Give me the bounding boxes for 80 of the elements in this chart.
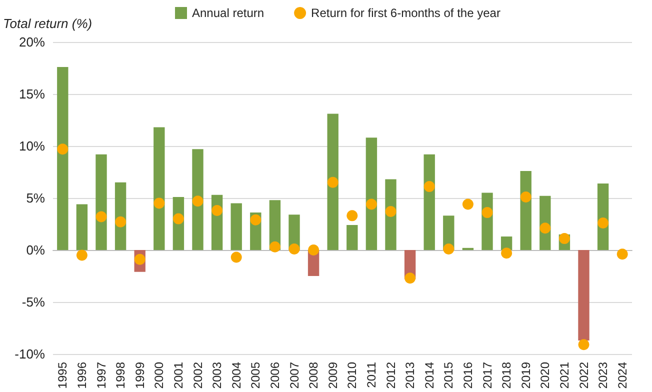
legend-label: Annual return (192, 6, 264, 20)
x-tick-label: 2010 (345, 362, 360, 389)
x-tick-label: 2020 (538, 362, 552, 389)
point (115, 216, 126, 228)
y-tick-label: 20% (18, 34, 46, 50)
point (192, 196, 204, 207)
point (269, 241, 280, 252)
y-tick-label: -5% (22, 294, 46, 310)
y-tick-label: 10% (18, 138, 46, 154)
point (327, 176, 338, 188)
point (288, 243, 300, 254)
point (172, 213, 184, 224)
point (443, 243, 454, 254)
bar (578, 250, 590, 340)
x-tick-label: 2017 (480, 362, 494, 389)
x-tick-label: 1995 (56, 362, 70, 389)
x-tick-label: 2006 (268, 362, 282, 389)
point (230, 252, 242, 263)
x-tick-label: 2016 (460, 362, 475, 389)
x-tick-label: 1997 (94, 362, 108, 389)
point (616, 248, 628, 260)
point (520, 191, 532, 202)
point (482, 207, 493, 218)
point (57, 144, 68, 155)
x-tick-label: 2018 (500, 362, 514, 389)
point (212, 204, 223, 216)
x-tick-label: 2008 (306, 362, 321, 389)
point (385, 206, 396, 218)
bar (346, 225, 358, 250)
x-tick-label: 2021 (557, 362, 572, 389)
x-tick-label: 2011 (364, 362, 378, 388)
point (366, 198, 377, 210)
point (134, 254, 146, 265)
bar (76, 204, 88, 250)
x-tick-label: 2009 (326, 362, 340, 389)
x-tick-label: 2013 (403, 362, 418, 389)
point (250, 214, 262, 226)
x-tick-label: 2005 (248, 362, 263, 389)
point (424, 181, 435, 192)
point (308, 244, 320, 256)
point (154, 198, 165, 209)
x-tick-label: 2019 (518, 362, 533, 389)
x-tick-label: 2001 (171, 362, 186, 389)
y-tick-label: 15% (18, 86, 46, 102)
bar (57, 66, 68, 250)
y-tick-label: 0% (26, 242, 46, 258)
point (404, 272, 416, 284)
x-tick-label: 2024 (615, 362, 630, 389)
x-tick-label: 2015 (442, 362, 456, 389)
point (346, 210, 358, 222)
point (540, 222, 551, 234)
x-tick-label: 2022 (576, 362, 591, 389)
x-tick-label: 2004 (229, 362, 244, 389)
bar (230, 203, 242, 250)
x-tick-label: 2007 (287, 362, 302, 389)
x-tick-label: 1999 (132, 362, 147, 389)
x-tick-label: 2012 (384, 362, 398, 389)
point (598, 217, 609, 228)
bar (424, 154, 435, 250)
x-tick-label: 2023 (596, 362, 610, 389)
point (76, 250, 88, 261)
x-tick-label: 2003 (210, 362, 224, 389)
point (462, 198, 474, 210)
x-tick-label: 1998 (114, 362, 128, 389)
y-tick-label: -10% (14, 346, 46, 362)
bar (366, 138, 378, 250)
bar (96, 154, 107, 250)
y-axis-title: Total return (%) (3, 16, 92, 31)
point (96, 211, 107, 222)
x-tick-label: 2002 (190, 362, 205, 389)
legend-label: Return for first 6-months of the year (311, 6, 500, 20)
bar (327, 114, 338, 250)
point (578, 339, 590, 350)
bar (192, 149, 204, 250)
x-tick-label: 2000 (152, 362, 166, 389)
x-tick-label: 1996 (74, 362, 89, 389)
y-tick-label: 5% (26, 190, 46, 206)
x-tick-label: 2014 (422, 362, 436, 389)
bar (154, 127, 165, 250)
point (501, 248, 512, 259)
